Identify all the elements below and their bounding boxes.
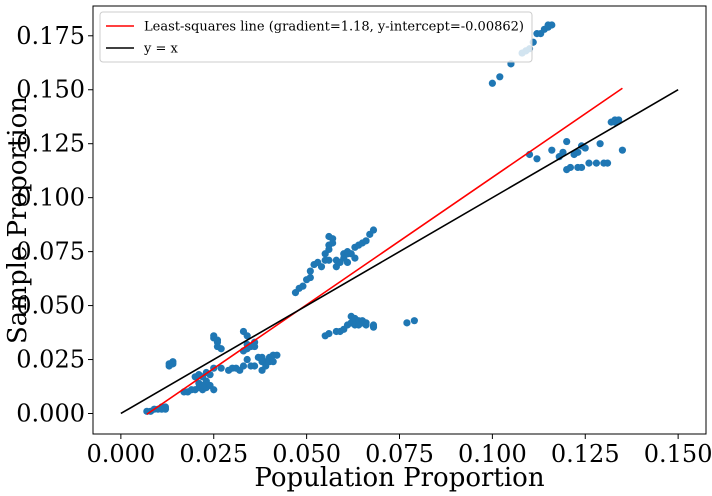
y-tick-label: 0.150 xyxy=(16,76,85,104)
data-point xyxy=(581,144,589,152)
data-point xyxy=(325,256,333,264)
least-squares-line xyxy=(146,87,623,415)
legend-box xyxy=(99,11,533,63)
data-point xyxy=(269,358,277,366)
data-point xyxy=(317,263,326,271)
y-axis-ticks: 0.000 0.025 0.050 0.075 0.100 0.125 0.150 0.175 xyxy=(16,22,93,427)
data-point xyxy=(202,377,210,385)
data-point xyxy=(603,159,612,167)
data-point xyxy=(306,267,314,275)
data-point xyxy=(563,137,571,146)
y-axis-title: Sample Proportion xyxy=(3,96,33,344)
identity-line xyxy=(120,89,679,415)
data-point xyxy=(343,258,352,267)
data-point xyxy=(251,342,259,351)
data-point xyxy=(343,248,352,256)
data-point xyxy=(566,163,574,172)
plot-area xyxy=(120,21,679,415)
data-point xyxy=(243,355,251,364)
data-point xyxy=(596,140,604,148)
y-tick-label: 0.075 xyxy=(16,238,85,266)
x-tick-label: 0.050 xyxy=(272,440,341,468)
y-tick-label: 0.100 xyxy=(16,184,85,212)
data-point xyxy=(618,146,627,154)
data-point xyxy=(403,319,411,327)
data-point xyxy=(559,148,567,156)
x-tick-label: 0.100 xyxy=(458,440,527,468)
data-point xyxy=(217,364,225,372)
data-point xyxy=(362,237,370,245)
data-point xyxy=(410,317,418,325)
data-point xyxy=(574,148,582,156)
data-point xyxy=(329,239,337,247)
data-point xyxy=(496,73,504,81)
data-point xyxy=(236,366,244,374)
data-point xyxy=(533,155,541,163)
y-tick-label: 0.050 xyxy=(16,292,85,320)
data-point xyxy=(548,146,556,154)
data-point xyxy=(210,386,218,394)
x-tick-label: 0.125 xyxy=(551,440,620,468)
legend-label: y = x xyxy=(143,42,179,57)
x-axis-ticks: 0.000 0.025 0.050 0.075 0.100 0.125 0.150 xyxy=(87,434,712,468)
scatter-points xyxy=(143,21,627,415)
data-point xyxy=(548,21,556,29)
y-tick-label: 0.025 xyxy=(16,346,85,374)
data-point xyxy=(158,405,166,413)
data-point xyxy=(351,254,359,262)
data-point xyxy=(369,321,378,329)
y-tick-label: 0.125 xyxy=(16,130,85,158)
data-point xyxy=(169,360,177,368)
x-axis-title: Population Proportion xyxy=(254,463,544,493)
data-point xyxy=(592,159,601,167)
data-point xyxy=(488,79,496,87)
data-point xyxy=(299,282,307,290)
data-point xyxy=(362,321,370,329)
x-tick-label: 0.150 xyxy=(644,440,712,468)
y-tick-label: 0.175 xyxy=(16,22,85,50)
data-point xyxy=(325,232,333,241)
data-point xyxy=(325,330,333,338)
data-point xyxy=(615,116,623,124)
data-point xyxy=(577,163,586,172)
data-point xyxy=(355,321,363,329)
data-point xyxy=(306,273,314,282)
data-point xyxy=(213,338,222,346)
x-tick-label: 0.025 xyxy=(179,440,248,468)
fit-lines xyxy=(120,87,679,415)
data-point xyxy=(273,351,281,359)
data-point xyxy=(251,362,259,370)
x-tick-label: 0.075 xyxy=(365,440,434,468)
data-point xyxy=(217,345,225,353)
data-point xyxy=(369,226,378,234)
data-point xyxy=(585,159,593,167)
y-tick-label: 0.000 xyxy=(16,399,85,427)
data-point xyxy=(243,332,251,340)
legend: Least-squares line (gradient=1.18, y-int… xyxy=(99,11,533,63)
x-tick-label: 0.000 xyxy=(87,440,156,468)
legend-label: Least-squares line (gradient=1.18, y-int… xyxy=(144,20,524,35)
